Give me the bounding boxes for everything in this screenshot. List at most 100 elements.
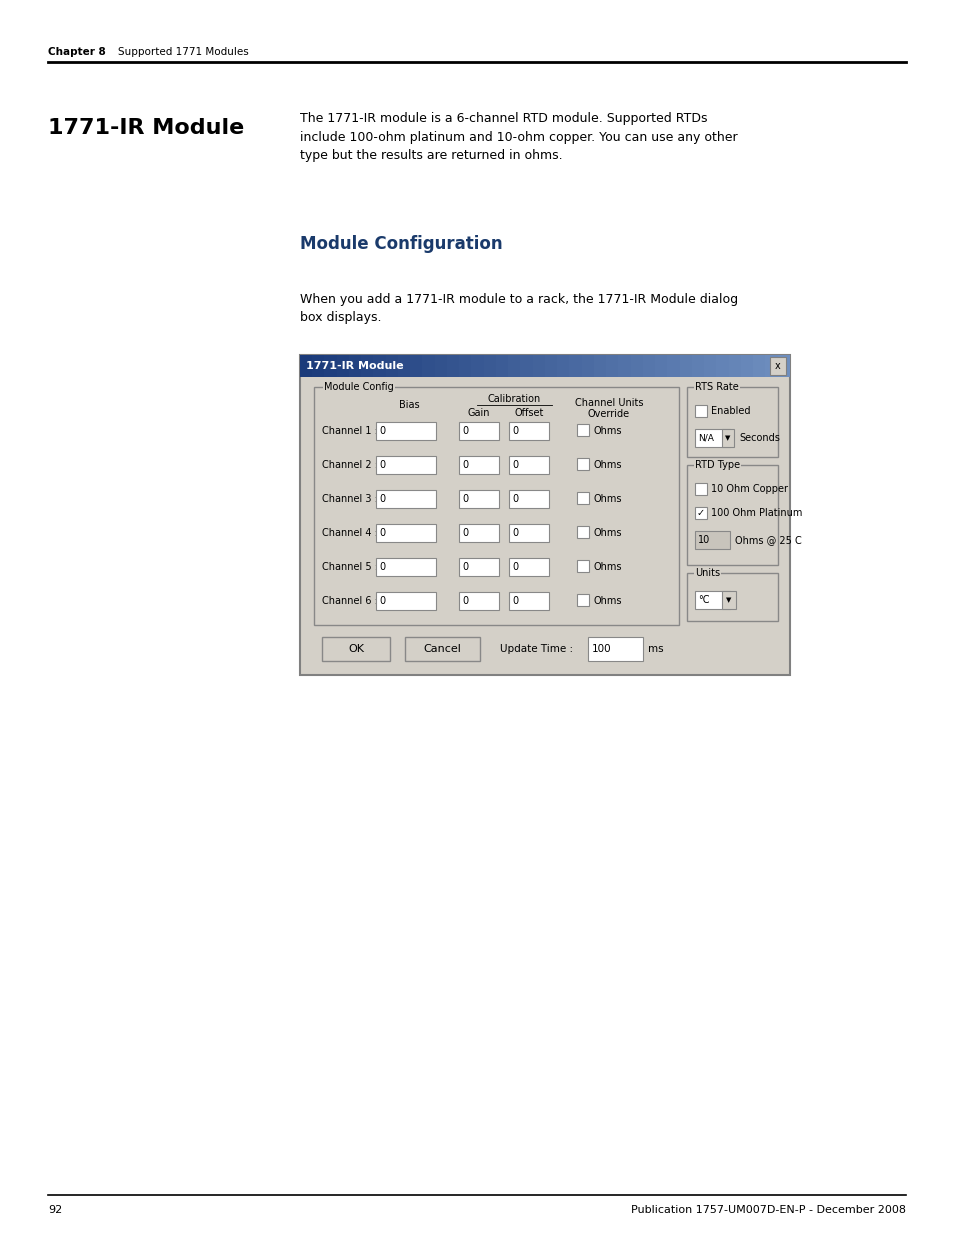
Bar bbox=[299, 354, 312, 377]
Bar bbox=[721, 429, 733, 447]
Bar bbox=[422, 354, 435, 377]
Bar bbox=[458, 354, 471, 377]
Bar bbox=[577, 424, 588, 436]
Bar bbox=[374, 354, 385, 377]
Bar bbox=[716, 354, 728, 377]
Text: Gain: Gain bbox=[467, 408, 490, 417]
Text: Bias: Bias bbox=[398, 400, 419, 410]
Text: °C: °C bbox=[698, 595, 709, 605]
Bar bbox=[557, 354, 569, 377]
Text: 0: 0 bbox=[512, 494, 517, 504]
Text: ms: ms bbox=[647, 643, 663, 655]
Bar bbox=[458, 422, 498, 440]
Text: 100: 100 bbox=[592, 643, 611, 655]
Text: Channel 1 :: Channel 1 : bbox=[322, 426, 377, 436]
Bar bbox=[577, 594, 588, 606]
Text: 1771-IR Module: 1771-IR Module bbox=[306, 361, 403, 370]
Text: 0: 0 bbox=[461, 562, 468, 572]
Text: 0: 0 bbox=[512, 562, 517, 572]
Bar bbox=[375, 558, 436, 576]
Text: Ohms @ 25 C: Ohms @ 25 C bbox=[734, 535, 801, 545]
Bar bbox=[458, 456, 498, 474]
Text: Calibration: Calibration bbox=[487, 394, 540, 404]
Bar bbox=[569, 354, 581, 377]
Text: Ohms: Ohms bbox=[594, 529, 622, 538]
Bar bbox=[695, 429, 729, 447]
Text: N/A: N/A bbox=[698, 433, 713, 442]
Text: Units: Units bbox=[695, 568, 720, 578]
Bar bbox=[483, 354, 496, 377]
Bar bbox=[410, 354, 422, 377]
Text: Channel Units: Channel Units bbox=[574, 398, 642, 408]
Bar bbox=[642, 354, 655, 377]
Bar bbox=[532, 354, 544, 377]
Bar bbox=[508, 354, 520, 377]
Bar bbox=[509, 524, 548, 542]
Bar bbox=[509, 422, 548, 440]
Text: 0: 0 bbox=[378, 494, 385, 504]
Bar bbox=[587, 637, 642, 661]
Bar bbox=[740, 354, 753, 377]
Bar bbox=[314, 387, 679, 625]
Text: Offset: Offset bbox=[514, 408, 543, 417]
Text: ✓: ✓ bbox=[697, 508, 704, 517]
Bar bbox=[577, 559, 588, 572]
Bar bbox=[686, 466, 778, 564]
Bar bbox=[509, 456, 548, 474]
Bar bbox=[695, 483, 706, 495]
Text: Enabled: Enabled bbox=[710, 406, 750, 416]
Text: Cancel: Cancel bbox=[422, 643, 460, 655]
Bar bbox=[509, 558, 548, 576]
Bar bbox=[679, 354, 691, 377]
Text: 0: 0 bbox=[512, 597, 517, 606]
Text: 0: 0 bbox=[512, 459, 517, 471]
Bar bbox=[435, 354, 447, 377]
Bar bbox=[577, 492, 588, 504]
Text: Channel 2 :: Channel 2 : bbox=[322, 459, 377, 471]
Text: The 1771-IR module is a 6-channel RTD module. Supported RTDs
include 100-ohm pla: The 1771-IR module is a 6-channel RTD mo… bbox=[299, 112, 737, 162]
Bar bbox=[361, 354, 374, 377]
Text: Ohms: Ohms bbox=[594, 597, 622, 606]
Text: 0: 0 bbox=[378, 426, 385, 436]
Text: Module Configuration: Module Configuration bbox=[299, 235, 502, 253]
Bar bbox=[695, 508, 706, 519]
Bar bbox=[721, 592, 735, 609]
Bar bbox=[753, 354, 764, 377]
Bar bbox=[577, 526, 588, 538]
Text: 0: 0 bbox=[378, 529, 385, 538]
Text: Ohms: Ohms bbox=[594, 494, 622, 504]
Bar bbox=[618, 354, 630, 377]
Text: Supported 1771 Modules: Supported 1771 Modules bbox=[118, 47, 249, 57]
Text: Override: Override bbox=[587, 409, 629, 419]
Bar bbox=[764, 354, 777, 377]
Bar bbox=[630, 354, 642, 377]
Text: Chapter 8: Chapter 8 bbox=[48, 47, 106, 57]
Text: 0: 0 bbox=[461, 529, 468, 538]
Bar bbox=[655, 354, 667, 377]
Text: 0: 0 bbox=[378, 597, 385, 606]
Bar bbox=[581, 354, 594, 377]
Text: x: x bbox=[774, 361, 781, 370]
Text: 100 Ohm Platinum: 100 Ohm Platinum bbox=[710, 508, 801, 517]
Bar bbox=[375, 490, 436, 508]
Text: 0: 0 bbox=[378, 459, 385, 471]
Text: Ohms: Ohms bbox=[594, 562, 622, 572]
Bar bbox=[324, 354, 336, 377]
Text: Ohms: Ohms bbox=[594, 426, 622, 436]
Bar bbox=[447, 354, 458, 377]
Text: OK: OK bbox=[348, 643, 364, 655]
Text: 1771-IR Module: 1771-IR Module bbox=[48, 119, 244, 138]
Bar bbox=[728, 354, 740, 377]
Text: Channel 3 :: Channel 3 : bbox=[322, 494, 377, 504]
Text: 10 Ohm Copper: 10 Ohm Copper bbox=[710, 484, 787, 494]
Text: Publication 1757-UM007D-EN-P - December 2008: Publication 1757-UM007D-EN-P - December … bbox=[630, 1205, 905, 1215]
Bar bbox=[458, 592, 498, 610]
Text: Module Config: Module Config bbox=[324, 382, 394, 391]
Text: ▼: ▼ bbox=[725, 597, 731, 603]
Bar bbox=[458, 558, 498, 576]
Bar bbox=[703, 354, 716, 377]
Bar bbox=[385, 354, 397, 377]
Text: RTS Rate: RTS Rate bbox=[695, 382, 738, 391]
Text: 0: 0 bbox=[512, 426, 517, 436]
Bar bbox=[375, 592, 436, 610]
